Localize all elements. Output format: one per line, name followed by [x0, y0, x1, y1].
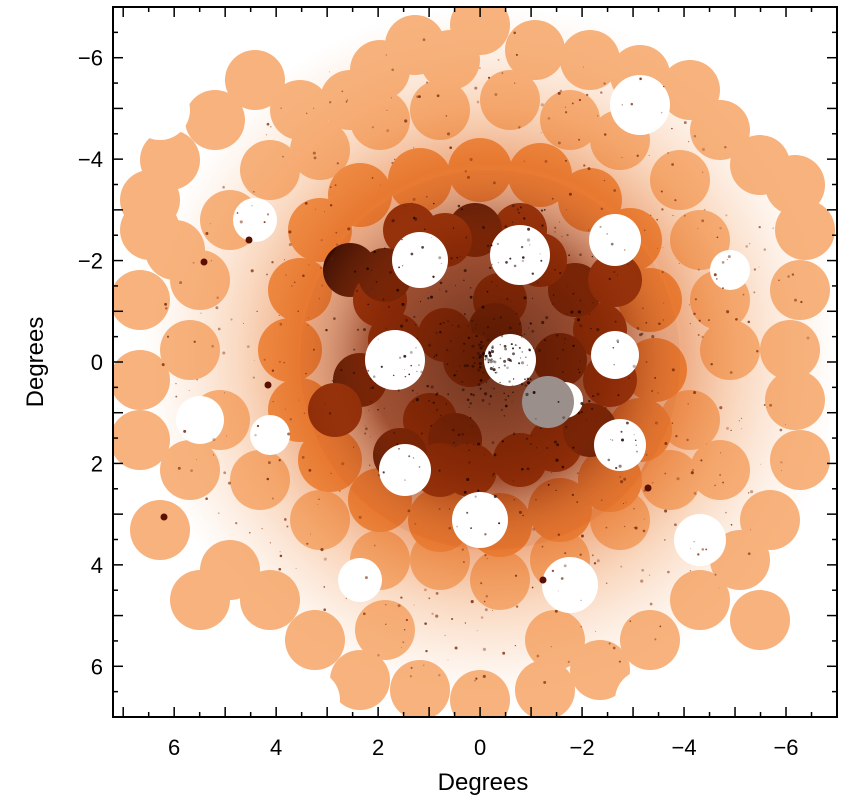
- sky-mosaic-image: [113, 7, 837, 717]
- y-tick-label-6: 6: [91, 654, 103, 679]
- y-tick-label-4: 2: [91, 451, 103, 476]
- survey-field-64: [145, 220, 205, 280]
- survey-field-51: [290, 490, 350, 550]
- survey-field-54: [160, 320, 220, 380]
- coverage-gap-22: [615, 670, 675, 717]
- coverage-gap-13: [176, 396, 224, 444]
- x-tick-label-4: −2: [570, 735, 595, 760]
- y-tick-label-2: −2: [78, 249, 103, 274]
- survey-field-12: [765, 370, 825, 430]
- coverage-gap-3: [365, 330, 425, 390]
- ring-field-1: [388, 148, 452, 212]
- bright-source-0: [245, 236, 253, 244]
- coverage-gap-24: [113, 50, 160, 110]
- coverage-gap-15: [338, 558, 382, 602]
- survey-field-26: [170, 570, 230, 630]
- ring-field-18: [508, 143, 572, 207]
- coverage-gap-14: [250, 415, 290, 455]
- coverage-gap-1: [490, 225, 550, 285]
- coverage-gap-21: [113, 650, 180, 717]
- survey-field-59: [350, 90, 410, 150]
- x-tick-labels: 6 4 2 0 −2 −4 −6: [168, 735, 799, 760]
- ring-field-4: [268, 258, 332, 322]
- coverage-gap-6: [379, 444, 431, 496]
- survey-field-9: [775, 200, 835, 260]
- survey-field-52: [230, 450, 290, 510]
- coverage-gaps: [113, 50, 837, 717]
- bright-source-1: [264, 381, 272, 389]
- x-tick-label-3: 0: [474, 735, 486, 760]
- survey-field-61: [480, 70, 540, 130]
- coverage-gap-20: [755, 650, 837, 717]
- bright-source-3: [539, 576, 547, 584]
- y-tick-label-0: −6: [78, 46, 103, 71]
- survey-field-10: [770, 260, 830, 320]
- point-sources: [160, 31, 810, 684]
- x-tick-label-1: 4: [270, 735, 282, 760]
- survey-field-48: [470, 550, 530, 610]
- inner-field-23: [418, 308, 472, 362]
- y-tick-label-1: −4: [78, 147, 103, 172]
- coverage-gap-11: [233, 198, 277, 242]
- survey-field-65: [160, 440, 220, 500]
- survey-field-16: [670, 570, 730, 630]
- coverage-gap-17: [710, 250, 750, 290]
- ring-field-7: [298, 428, 362, 492]
- x-tick-label-2: 2: [372, 735, 384, 760]
- survey-field-62: [540, 90, 600, 150]
- survey-field-29: [113, 350, 170, 410]
- survey-field-13: [770, 430, 830, 490]
- survey-field-38: [420, 30, 480, 90]
- x-axis-title: Degrees: [438, 769, 529, 796]
- coverage-gap-16: [542, 557, 598, 613]
- coverage-gap-12: [674, 514, 726, 566]
- survey-field-28: [113, 410, 170, 470]
- coverage-gap-2: [589, 214, 641, 266]
- inner-field-4: [308, 383, 362, 437]
- bright-source-4: [200, 258, 208, 266]
- survey-field-17: [620, 610, 680, 670]
- coverage-gap-7: [452, 492, 508, 548]
- coverage-gap-23: [280, 670, 340, 717]
- coverage-gap-0: [392, 232, 448, 288]
- coverage-gap-5: [591, 331, 639, 379]
- x-tick-label-6: −6: [773, 735, 798, 760]
- ring-field-0: [448, 138, 512, 202]
- survey-field-19: [515, 660, 575, 717]
- y-tick-label-5: 4: [91, 553, 103, 578]
- survey-field-60: [410, 80, 470, 140]
- noisy-field-patch: [522, 376, 574, 428]
- y-tick-labels: −6 −4 −2 0 2 4 6: [78, 46, 103, 680]
- coverage-gap-19: [750, 50, 830, 130]
- survey-field-23: [285, 610, 345, 670]
- survey-field-67: [730, 590, 790, 650]
- ring-field-5: [258, 318, 322, 382]
- survey-field-40: [650, 150, 710, 210]
- y-axis-title: Degrees: [22, 317, 49, 408]
- survey-field-20: [450, 670, 510, 717]
- bright-source-5: [160, 513, 168, 521]
- x-tick-label-5: −4: [671, 735, 696, 760]
- survey-field-69: [355, 600, 415, 660]
- axis-ticks: [113, 6, 838, 718]
- coverage-gap-10: [610, 75, 670, 135]
- survey-field-27: [130, 500, 190, 560]
- coverage-gap-8: [594, 419, 646, 471]
- bright-source-2: [644, 484, 652, 492]
- y-tick-label-3: 0: [91, 350, 103, 375]
- survey-field-21: [390, 660, 450, 717]
- survey-field-30: [113, 270, 170, 330]
- survey-field-68: [525, 610, 585, 670]
- survey-field-43: [700, 320, 760, 380]
- x-tick-label-0: 6: [168, 735, 180, 760]
- survey-field-66: [690, 440, 750, 500]
